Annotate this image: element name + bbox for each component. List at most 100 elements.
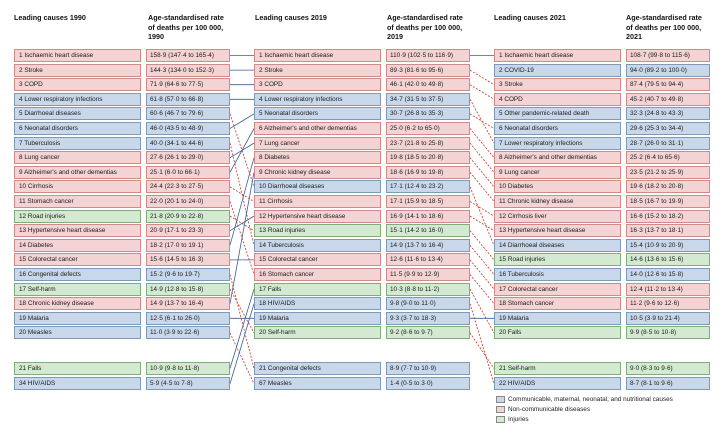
cause-cell-2021: 19 Malaria: [494, 311, 621, 325]
rank-connector: [229, 288, 255, 369]
rate-cell-2019: 18·6 (16·9 to 19·8): [386, 165, 470, 179]
legend-swatch-injury: [496, 416, 505, 423]
cause-cell-1990: 20 Measles: [14, 326, 141, 340]
rank-connector: [469, 245, 495, 275]
legend-label-injury: Injuries: [508, 416, 529, 423]
cause-cell-2021: 5 Other pandemic-related death: [494, 107, 621, 121]
cause-cell-1990: 17 Self-harm: [14, 282, 141, 296]
cause-cell-1990: 7 Tuberculosis: [14, 136, 141, 150]
rate-cell-2019: 30·7 (26·8 to 35·3): [386, 107, 470, 121]
header-rate-2021-line2: of deaths per 100 000,: [626, 22, 702, 32]
header-rate-2021-line3: 2021: [626, 32, 642, 41]
rank-connector: [229, 128, 255, 173]
cause-cell-2021: 10 Diabetes: [494, 180, 621, 194]
rate-cell-1990: 10·9 (9·8 to 11·8): [146, 362, 230, 375]
cause-cell-2019: 16 Stomach cancer: [254, 268, 381, 281]
cause-cell-1990: 4 Lower respiratory infections: [14, 92, 141, 106]
cause-cell-1990: 9 Alzheimer's and other dementias: [14, 165, 141, 179]
rate-cell-2019: 11·5 (9·9 to 12·9): [386, 268, 470, 281]
rate-cell-2019: 46·1 (42·0 to 49·8): [386, 78, 470, 92]
cause-cell-1990: 11 Stomach cancer: [14, 195, 141, 208]
cause-cell-2019: 4 Lower respiratory infections: [254, 92, 381, 106]
rate-cell-1990: 11·0 (3·9 to 22·6): [146, 326, 230, 340]
cause-cell-2019: 1 Ischaemic heart disease: [254, 49, 381, 62]
rate-cell-2021: 16·6 (15·2 to 18·2): [626, 209, 710, 223]
rank-connector: [229, 332, 255, 384]
cause-cell-2021: 7 Lower respiratory infections: [494, 136, 621, 150]
rate-cell-2021: 9·9 (8·5 to 10·8): [626, 326, 710, 340]
cause-cell-1990: 19 Malaria: [14, 311, 141, 325]
rank-connector: [469, 84, 495, 100]
cause-cell-1990: 1 Ischaemic heart disease: [14, 49, 141, 62]
cause-cell-2019: 6 Alzheimer's and other dementias: [254, 122, 381, 135]
rank-connector: [469, 288, 495, 334]
rank-connector: [469, 215, 495, 232]
rate-cell-2021: 11·2 (9·6 to 12·6): [626, 297, 710, 311]
rate-cell-2021: 16·3 (13·7 to 18·1): [626, 224, 710, 238]
header-rate-1990-line3: 1990: [148, 32, 164, 41]
cause-cell-2019: 7 Lung cancer: [254, 136, 381, 150]
cause-cell-2019: 5 Neonatal disorders: [254, 107, 381, 121]
rate-cell-2019: 15·1 (14·2 to 16·0): [386, 224, 470, 238]
cause-cell-2021: 21 Self-harm: [494, 362, 621, 375]
rate-cell-1990: 60·6 (46·7 to 79·6): [146, 107, 230, 121]
rate-cell-2021: 108·7 (99·8 to 115·6): [626, 49, 710, 62]
cause-cell-2021: 16 Tuberculosis: [494, 268, 621, 281]
rate-cell-2021: 29·6 (25·3 to 34·4): [626, 122, 710, 135]
rate-cell-1990: 12·5 (6·1 to 26·0): [146, 311, 230, 325]
cause-cell-1990: 3 COPD: [14, 78, 141, 92]
rate-cell-2021: 8·7 (8·1 to 9·6): [626, 377, 710, 391]
header-rate-2019-line3: 2019: [387, 32, 403, 41]
rank-connector: [469, 142, 495, 173]
cause-cell-2021: 11 Chronic kidney disease: [494, 195, 621, 208]
rate-cell-2021: 94·0 (89·2 to 100·0): [626, 63, 710, 77]
rate-cell-2019: 25·0 (6·2 to 65·0): [386, 122, 470, 135]
rate-cell-1990: 24·4 (22·3 to 27·5): [146, 180, 230, 194]
cause-cell-2021: 14 Diarrhoeal diseases: [494, 238, 621, 252]
header-rate-1990-line1: Age-standardised rate: [148, 13, 224, 22]
cause-cell-2021: 6 Neonatal disorders: [494, 122, 621, 135]
rate-cell-2021: 28·7 (26·0 to 31·1): [626, 136, 710, 150]
cause-cell-1990: 34 HIV/AIDS: [14, 377, 141, 391]
cause-cell-2019: 8 Diabetes: [254, 151, 381, 165]
rate-cell-2021: 25·2 (6·4 to 65·6): [626, 151, 710, 165]
legend-swatch-communicable: [496, 396, 505, 403]
rate-cell-2021: 45·2 (40·7 to 49·8): [626, 92, 710, 106]
cause-cell-2021: 22 HIV/AIDS: [494, 377, 621, 391]
rate-cell-1990: 61·8 (57·0 to 66·8): [146, 92, 230, 106]
header-rate-2021-line1: Age-standardised rate: [626, 13, 702, 22]
rank-connector: [469, 128, 495, 158]
rate-cell-2019: 34·7 (31·5 to 37·5): [386, 92, 470, 106]
rate-cell-2021: 10·5 (3·9 to 21·4): [626, 311, 710, 325]
rank-connector: [469, 113, 495, 129]
rate-cell-2019: 9·3 (3·7 to 18·3): [386, 311, 470, 325]
rank-connector: [469, 274, 495, 304]
rank-connector: [229, 113, 255, 129]
rank-connector: [229, 274, 255, 369]
cause-cell-1990: 21 Falls: [14, 362, 141, 375]
rate-cell-2019: 9·8 (9·0 to 11·0): [386, 297, 470, 311]
legend-label-communicable: Communicable, maternal, neonatal, and nu…: [508, 396, 673, 403]
rank-connector: [229, 288, 255, 334]
rate-cell-2019: 10·3 (8·8 to 11·2): [386, 282, 470, 296]
rank-connector: [469, 69, 495, 86]
rate-cell-1990: 144·3 (134·0 to 152·3): [146, 63, 230, 77]
rate-cell-2021: 18·5 (16·7 to 19·9): [626, 195, 710, 208]
cause-cell-2021: 18 Stomach cancer: [494, 297, 621, 311]
cause-cell-2019: 2 Stroke: [254, 63, 381, 77]
cause-cell-1990: 2 Stroke: [14, 63, 141, 77]
cause-cell-1990: 5 Diarrhoeal diseases: [14, 107, 141, 121]
cause-cell-2021: 8 Alzheimer's and other dementias: [494, 151, 621, 165]
cause-cell-2019: 67 Measles: [254, 377, 381, 391]
cause-cell-1990: 13 Hypertensive heart disease: [14, 224, 141, 238]
legend-swatch-noncommunicable: [496, 406, 505, 413]
header-rate-2019-line2: of deaths per 100 000,: [387, 22, 463, 32]
cause-cell-1990: 15 Colorectal cancer: [14, 253, 141, 267]
header-causes-2019: Leading causes 2019: [255, 13, 327, 22]
rank-connector: [229, 303, 255, 384]
cause-cell-2019: 14 Tuberculosis: [254, 238, 381, 252]
cause-cell-1990: 16 Congenital defects: [14, 268, 141, 281]
rank-connector: [469, 332, 495, 369]
cause-cell-2021: 17 Colorectal cancer: [494, 282, 621, 296]
